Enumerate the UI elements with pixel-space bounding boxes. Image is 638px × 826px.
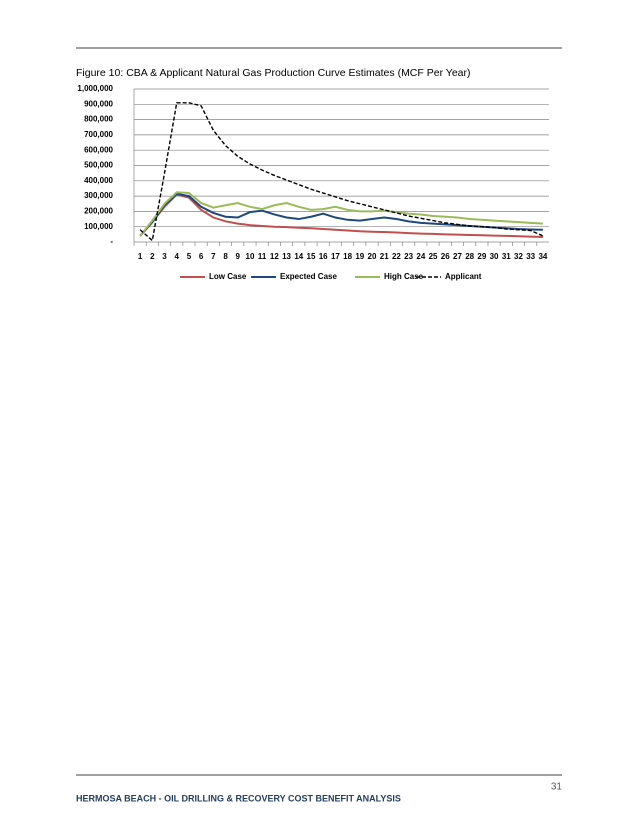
x-tick-label: 34 [538,252,547,261]
x-tick-label: 29 [477,252,486,261]
x-tick-label: 13 [282,252,291,261]
x-tick-label: 20 [368,252,377,261]
y-tick-label: 300,000 [84,191,113,200]
y-tick-label: 200,000 [84,207,113,216]
x-tick-label: 11 [258,252,267,261]
x-tick-label: 16 [319,252,328,261]
y-tick-label: - [110,237,113,246]
y-tick-label: 100,000 [84,222,113,231]
legend-label: Low Case [209,272,247,281]
series-line [139,193,543,238]
x-tick-label: 27 [453,252,462,261]
y-tick-label: 800,000 [84,115,113,124]
y-tick-label: 700,000 [84,130,113,139]
y-tick-label: 600,000 [84,145,113,154]
x-tick-label: 15 [307,252,316,261]
x-tick-label: 18 [343,252,352,261]
x-tick-label: 21 [380,252,389,261]
x-tick-label: 23 [404,252,413,261]
x-tick-label: 32 [514,252,523,261]
x-tick-label: 8 [223,252,228,261]
x-tick-label: 6 [199,252,204,261]
x-tick-label: 7 [211,252,216,261]
x-tick-label: 2 [150,252,155,261]
x-tick-label: 17 [331,252,340,261]
chart: - 100,000 200,000 300,000 400,000 500,000 600,… [77,84,549,281]
figure-caption: Figure 10: CBA & Applicant Natural Gas P… [76,67,471,79]
x-tick-label: 3 [162,252,167,261]
x-tick-label: 19 [355,252,364,261]
x-tick-label: 22 [392,252,401,261]
x-tick-label: 28 [465,252,474,261]
page-number: 31 [551,782,563,793]
x-tick-label: 25 [429,252,438,261]
x-tick-label: 26 [441,252,450,261]
legend-label: Applicant [445,272,482,281]
x-tick-label: 12 [270,252,279,261]
x-tick-label: 9 [236,252,241,261]
footer-text: HERMOSA BEACH - OIL DRILLING & RECOVERY … [76,793,401,803]
x-tick-label: 33 [526,252,535,261]
x-tick-label: 5 [187,252,192,261]
legend-label: High Case [384,272,424,281]
x-tick-label: 30 [490,252,499,261]
x-tick-label: 14 [294,252,303,261]
x-tick-label: 10 [246,252,255,261]
y-tick-label: 400,000 [84,176,113,185]
y-tick-label: 500,000 [84,161,113,170]
y-tick-label: 900,000 [84,99,113,108]
x-tick-label: 24 [416,252,425,261]
x-tick-label: 31 [502,252,511,261]
legend-label: Expected Case [280,272,337,281]
x-tick-label: 1 [138,252,143,261]
x-tick-label: 4 [174,252,179,261]
series-line [139,102,544,242]
y-tick-label: 1,000,000 [77,84,113,93]
series-line [139,191,543,237]
